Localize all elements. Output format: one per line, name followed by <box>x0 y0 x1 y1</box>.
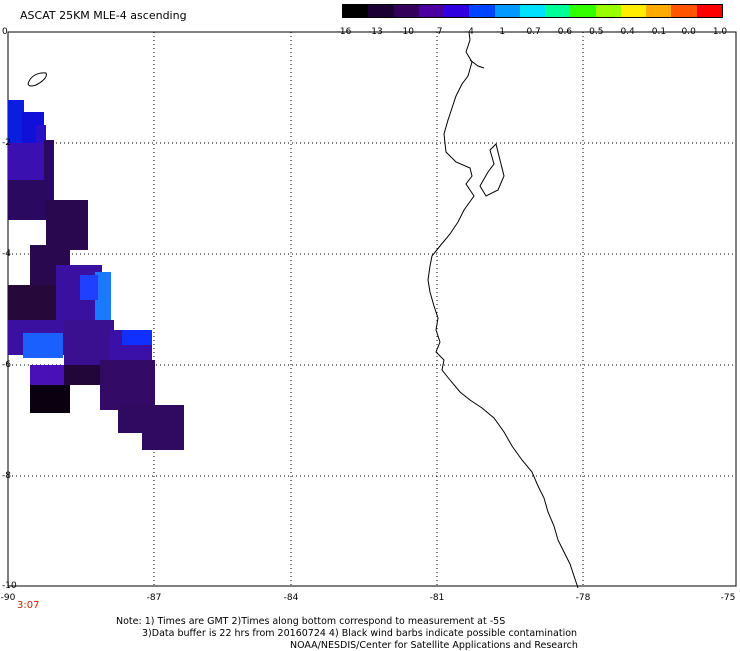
colorbar-swatch <box>444 5 470 17</box>
x-tick-label: -75 <box>720 593 736 603</box>
colorbar-swatch <box>393 5 419 17</box>
gridlines <box>8 32 736 586</box>
y-tick-label: -4 <box>2 249 11 259</box>
colorbar-swatch <box>595 5 621 17</box>
colorbar-swatch <box>418 5 445 17</box>
gulf-outline <box>469 59 505 197</box>
map-title: ASCAT 25KM MLE-4 ascending <box>20 9 187 22</box>
colorbar-swatch <box>671 5 697 17</box>
island-outline <box>27 72 47 87</box>
colorbar-swatch <box>519 5 546 17</box>
x-tick-label: -78 <box>575 593 591 603</box>
x-tick-label: -90 <box>0 593 16 603</box>
colorbar-swatch <box>570 5 596 17</box>
colorbar-swatch <box>620 5 647 17</box>
time-label: 3:07 <box>17 600 40 611</box>
y-tick-label: -10 <box>2 581 17 591</box>
note-line-2: 3)Data buffer is 22 hrs from 20160724 4)… <box>142 628 578 639</box>
x-tick-label: -84 <box>283 593 299 603</box>
plot-frame <box>7 31 737 587</box>
colorbar-swatch <box>343 5 369 17</box>
y-tick-label: -2 <box>2 138 11 148</box>
y-tick-label: -6 <box>2 360 11 370</box>
y-tick-label: 0 <box>2 27 8 37</box>
colorbar-swatch <box>368 5 394 17</box>
colorbar-swatch <box>469 5 495 17</box>
colorbar-swatch <box>696 5 722 17</box>
note-line-1: Note: 1) Times are GMT 2)Times along bot… <box>116 616 506 627</box>
colorbar-swatch <box>494 5 520 17</box>
colorbar <box>342 4 723 18</box>
wind-swath <box>8 100 184 450</box>
note-line-3: NOAA/NESDIS/Center for Satellite Applica… <box>290 640 578 651</box>
coastline <box>427 31 579 589</box>
x-tick-label: -81 <box>429 593 445 603</box>
y-tick-label: -8 <box>2 471 11 481</box>
colorbar-swatch <box>545 5 571 17</box>
x-tick-label: -87 <box>146 593 162 603</box>
colorbar-swatch <box>646 5 672 17</box>
